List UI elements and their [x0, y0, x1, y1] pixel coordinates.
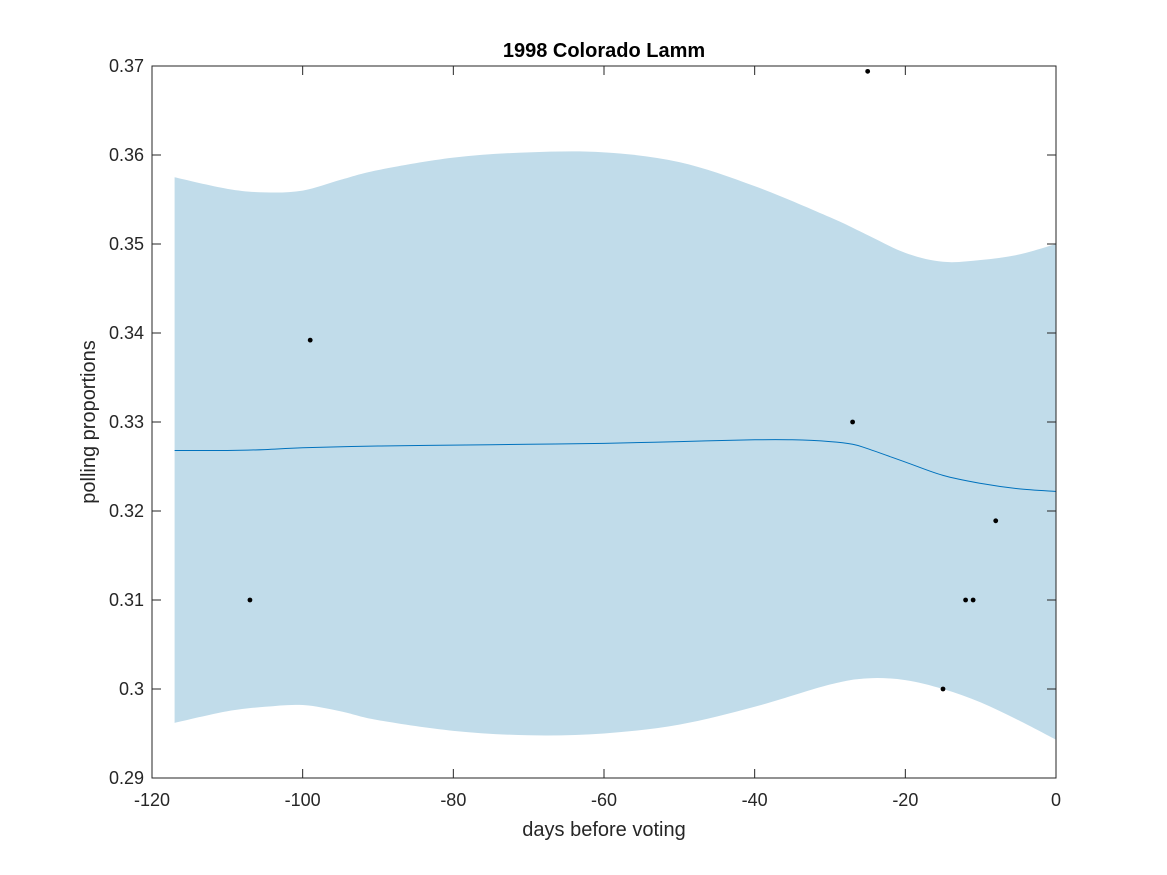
y-tick-label: 0.3	[119, 679, 144, 699]
y-tick-label: 0.36	[109, 145, 144, 165]
y-axis-label: polling proportions	[78, 340, 100, 503]
data-point	[865, 68, 871, 74]
x-tick-label: 0	[1051, 790, 1061, 810]
x-tick-label: -100	[285, 790, 321, 810]
data-point	[850, 419, 855, 425]
data-point	[963, 597, 968, 603]
y-tick-label: 0.33	[109, 412, 144, 432]
data-point	[993, 518, 999, 524]
x-tick-label: -40	[742, 790, 768, 810]
y-tick-label: 0.37	[109, 56, 144, 76]
x-axis-label: days before voting	[522, 819, 685, 841]
data-point	[940, 686, 946, 692]
y-axis: 0.29 0.3 0.31 0.32 0.33 0.34 0.35 0.36 0.37	[109, 56, 1056, 788]
y-tick-label: 0.29	[109, 768, 144, 788]
x-tick-label: -120	[134, 790, 170, 810]
confidence-band	[174, 151, 1057, 740]
plot-area	[174, 68, 1057, 740]
x-tick-label: -20	[892, 790, 918, 810]
y-tick-label: 0.35	[109, 234, 144, 254]
y-tick-label: 0.31	[109, 590, 144, 610]
data-point	[307, 337, 313, 343]
y-tick-label: 0.32	[109, 501, 144, 521]
x-axis: -120 -100 -80 -60 -40 -20 0	[134, 66, 1061, 810]
x-tick-label: -80	[440, 790, 466, 810]
y-tick-label: 0.34	[109, 323, 144, 343]
mean-line	[174, 439, 1057, 492]
data-point	[970, 597, 976, 603]
data-point	[247, 597, 253, 603]
chart-title: 1998 Colorado Lamm	[503, 40, 705, 62]
x-tick-label: -60	[591, 790, 617, 810]
data-points	[247, 68, 999, 692]
